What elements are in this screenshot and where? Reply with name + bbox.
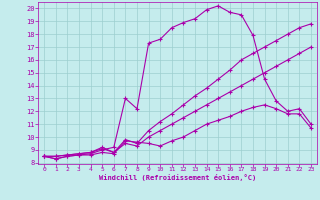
X-axis label: Windchill (Refroidissement éolien,°C): Windchill (Refroidissement éolien,°C): [99, 174, 256, 181]
